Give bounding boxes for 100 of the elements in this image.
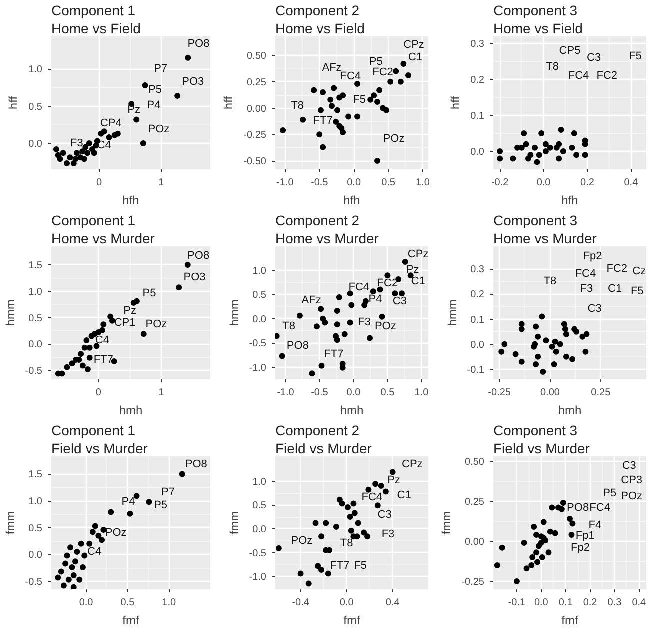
y-tick-label: 0.1: [470, 314, 485, 326]
x-tick-label: 0.5: [380, 388, 396, 398]
x-tick-label: 0: [96, 388, 102, 398]
annotation: C3: [392, 295, 407, 308]
x-axis-title: fmf: [122, 614, 140, 628]
annotation: F3: [382, 528, 395, 541]
x-tick-label: 0.4: [386, 598, 400, 608]
annotation: CP4: [100, 117, 122, 130]
x-tick-label: 0.2: [580, 178, 595, 188]
annotation: CPz: [402, 458, 423, 471]
y-tick-label: 0.0: [252, 314, 267, 326]
annotation: C3: [588, 303, 602, 316]
chart-title: Component 3: [494, 2, 578, 18]
annotation: F3: [70, 137, 84, 150]
x-tick-label: 0.00: [540, 388, 560, 398]
annotation: FT7: [94, 354, 114, 366]
annotation: Fp2: [583, 250, 602, 263]
annotation: C4: [95, 334, 110, 346]
x-axis-title: hfh: [562, 194, 578, 208]
x-tick-label: -0.25: [488, 388, 512, 398]
x-tick-label: 1: [158, 388, 165, 398]
annotation: C1: [608, 283, 622, 296]
y-tick-label: 0.0: [28, 138, 43, 150]
annotation: P4: [147, 100, 161, 112]
annotation: F3: [358, 316, 372, 329]
y-tick-label: -0.50: [244, 156, 267, 168]
x-axis-title: fmf: [344, 614, 361, 628]
annotation: C1: [411, 275, 426, 288]
x-tick-label: 1.0: [414, 388, 430, 398]
y-axis-title: hff: [448, 96, 463, 110]
chart-subtitle: Home vs Field: [494, 20, 583, 36]
y-tick-label: 1.5: [28, 260, 43, 272]
x-tick-label: 1: [158, 178, 165, 188]
annotation: FT7: [324, 348, 344, 360]
annotation: PO3: [184, 272, 206, 284]
annotation: CP1: [114, 317, 136, 330]
annotation: F5: [630, 286, 644, 298]
chart-subtitle: Home vs Murder: [494, 230, 598, 246]
annotation: P5: [148, 84, 162, 96]
annotation: C3: [622, 460, 636, 472]
x-tick-label: -0.5: [311, 388, 329, 398]
annotation: POz: [621, 490, 643, 503]
annotation: POz: [374, 320, 396, 333]
annotation: CP5: [559, 44, 581, 57]
annotation: Pz: [128, 104, 141, 116]
x-tick-label: 1.0: [416, 178, 430, 188]
annotation: C3: [587, 52, 602, 64]
x-tick-label: 0.25: [591, 388, 612, 398]
annotation: P4: [368, 293, 382, 306]
y-tick-label: 1.0: [28, 286, 43, 298]
annotation: PO8: [185, 458, 208, 471]
annotation: FT7: [330, 560, 350, 572]
chart-title: Component 1: [52, 212, 136, 228]
y-tick-label: 1.0: [28, 496, 43, 508]
x-tick-label: -0.2: [491, 178, 510, 188]
chart-subtitle: Home vs Field: [52, 20, 141, 36]
annotation: Pz: [406, 264, 420, 276]
annotation: P5: [369, 56, 383, 68]
y-tick-label: -0.25: [462, 576, 485, 588]
chart-subtitle: Field vs Murder: [276, 440, 372, 456]
annotation: P5: [603, 487, 617, 500]
x-axis-title: hmh: [340, 404, 364, 418]
y-axis-title: hmm: [445, 300, 460, 326]
y-tick-label: -0.5: [25, 576, 43, 588]
y-tick-label: 0.00: [247, 104, 267, 115]
annotation: Pz: [124, 304, 136, 317]
y-tick-label: -1.0: [249, 362, 267, 374]
x-tick-label: 1.0: [162, 598, 176, 608]
chart-subtitle: Field vs Murder: [52, 440, 148, 456]
chart-title: Component 3: [494, 212, 578, 228]
chart-title: Component 1: [52, 2, 136, 18]
annotation: FC4: [348, 281, 370, 294]
x-tick-label: 0.5: [120, 598, 136, 608]
annotation: POz: [291, 534, 313, 547]
x-axis-title: hfh: [122, 194, 140, 208]
y-axis-title: hmm: [227, 300, 242, 326]
annotation: P7: [154, 63, 168, 76]
x-axis-title: hfh: [344, 194, 360, 208]
annotation: Pz: [388, 474, 400, 486]
y-tick-label: -0.5: [249, 338, 267, 350]
y-axis-title: fmm: [227, 511, 242, 535]
annotation: PO8: [286, 340, 309, 352]
x-tick-label: -0.1: [508, 598, 526, 608]
annotation: Fp1: [576, 530, 595, 542]
chart-subtitle: Home vs Field: [276, 20, 365, 36]
x-tick-label: -0.5: [310, 178, 329, 188]
annotation: T8: [282, 320, 296, 333]
annotation: F5: [354, 560, 368, 572]
y-tick-label: 0.5: [252, 500, 267, 512]
annotation: PO8: [188, 38, 210, 50]
y-tick-label: 0.5: [252, 290, 267, 302]
x-tick-label: 0.2: [583, 598, 598, 608]
chart-title: Component 2: [276, 422, 360, 438]
y-tick-label: 1.0: [28, 64, 43, 76]
annotation: F4: [588, 519, 602, 532]
x-tick-label: 0.0: [340, 598, 354, 608]
annotation: PO3: [182, 76, 204, 88]
x-tick-label: 0.1: [558, 598, 574, 608]
y-tick-label: 0.50: [465, 456, 485, 468]
annotation: F5: [353, 94, 366, 106]
